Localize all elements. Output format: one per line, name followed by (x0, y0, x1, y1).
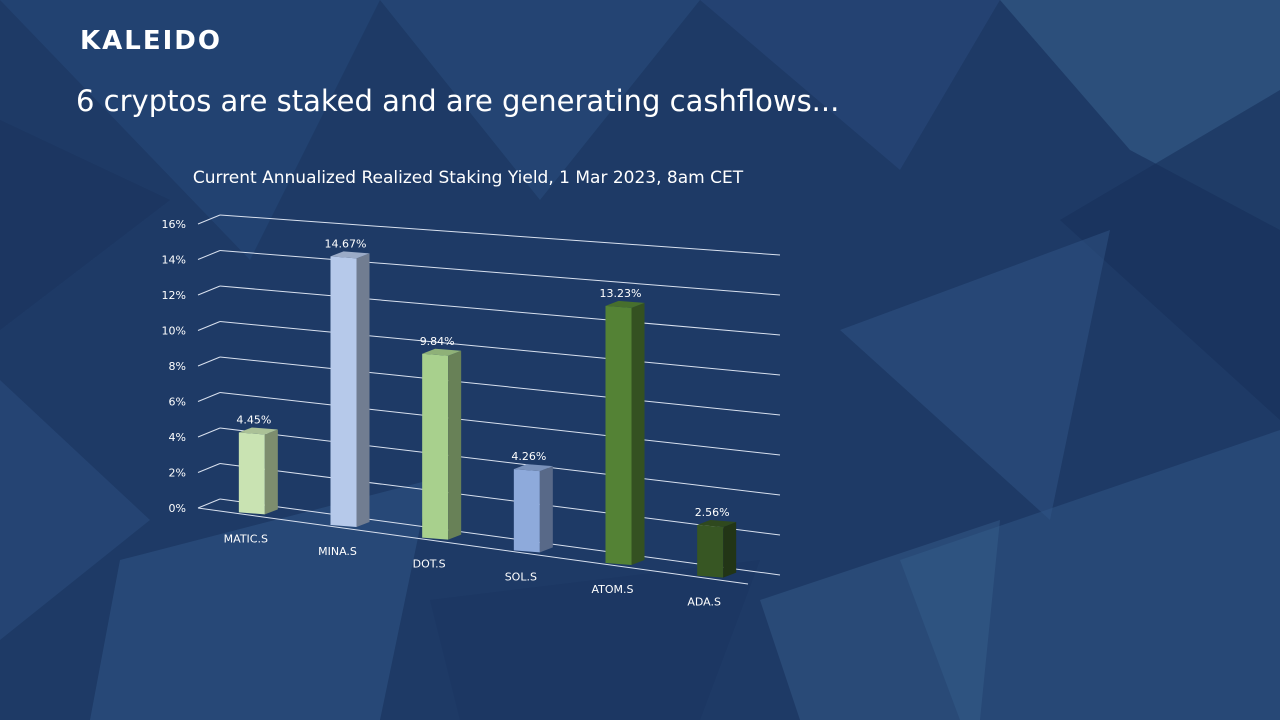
data-label: 9.84% (420, 335, 455, 348)
grid-line-side (197, 250, 221, 260)
y-axis-ticks: 0% 2% 4% 6% 8% 10% 12% 14% 16% (162, 218, 186, 515)
y-tick-label: 6% (169, 396, 186, 409)
x-tick-label: ATOM.S (591, 583, 633, 596)
bar-side (539, 466, 553, 553)
grid-line-back (219, 321, 781, 376)
y-tick-label: 0% (169, 502, 186, 515)
y-tick-label: 10% (162, 325, 186, 338)
bar-front (238, 432, 265, 515)
data-label: 4.45% (236, 414, 271, 427)
data-label: 14.67% (325, 237, 367, 250)
data-labels: 4.45% 14.67% 9.84% 4.26% 13.23% 2.56% (236, 237, 729, 519)
bar-front (605, 305, 632, 565)
bar-matic-s (238, 427, 278, 515)
grid-line-back (219, 498, 781, 576)
grid-line-side (197, 356, 221, 367)
grid-line-back (219, 285, 781, 336)
x-tick-label: MINA.S (318, 545, 357, 558)
grid-line-side (197, 321, 221, 331)
bar-top (330, 251, 370, 259)
grid-line-back (219, 463, 781, 536)
grid-line-side (197, 214, 221, 225)
grid-line-side (197, 392, 221, 402)
bar-top (422, 348, 462, 356)
bar-side (356, 253, 370, 527)
x-tick-label: DOT.S (413, 558, 446, 571)
bar-top (697, 519, 737, 527)
data-label: 13.23% (600, 287, 642, 300)
grid-line-back (219, 250, 781, 296)
bar-ada-s (697, 519, 737, 578)
data-label: 2.56% (695, 506, 730, 519)
kaleido-logo: KALEIDO (80, 26, 222, 56)
bar-sol-s (513, 464, 553, 553)
bar-side (631, 302, 645, 565)
bar-top (513, 464, 553, 472)
bars (238, 251, 737, 578)
grid-line-side (197, 285, 221, 296)
grid-line-side (197, 463, 221, 473)
bar-top (605, 300, 645, 308)
x-tick-label: SOL.S (505, 570, 537, 583)
bar-side (264, 429, 278, 515)
y-tick-label: 12% (162, 289, 186, 302)
bar-mina-s (330, 251, 370, 527)
y-tick-label: 8% (169, 360, 186, 373)
x-axis-labels: MATIC.S MINA.S DOT.S SOL.S ATOM.S ADA.S (224, 532, 721, 608)
slide-headline: 6 cryptos are staked and are generating … (76, 84, 840, 118)
bar-atom-s (605, 300, 645, 565)
data-label: 4.26% (511, 450, 546, 463)
bar-side (723, 521, 737, 578)
chart-title: Current Annualized Realized Staking Yiel… (193, 168, 744, 188)
grid-line-back (219, 427, 781, 496)
y-tick-label: 16% (162, 218, 186, 231)
grid-line-back (219, 392, 781, 456)
y-tick-label: 14% (162, 254, 186, 267)
x-tick-label: MATIC.S (224, 532, 268, 545)
bar-dot-s (422, 348, 462, 540)
floor-edge (197, 507, 749, 585)
x-tick-label: ADA.S (687, 596, 721, 609)
grid-line-back (219, 214, 781, 256)
y-tick-label: 4% (169, 431, 186, 444)
bar-front (697, 524, 724, 578)
grid-line-side (197, 498, 221, 509)
grid-line-side (197, 427, 221, 438)
bar-side (448, 350, 462, 540)
bar-front (330, 256, 357, 527)
y-tick-label: 2% (169, 467, 186, 480)
grid-line-back (219, 356, 781, 416)
grid-lines (197, 214, 781, 585)
bar-front (513, 469, 540, 553)
bar-top (238, 427, 278, 435)
bar-front (422, 353, 449, 540)
